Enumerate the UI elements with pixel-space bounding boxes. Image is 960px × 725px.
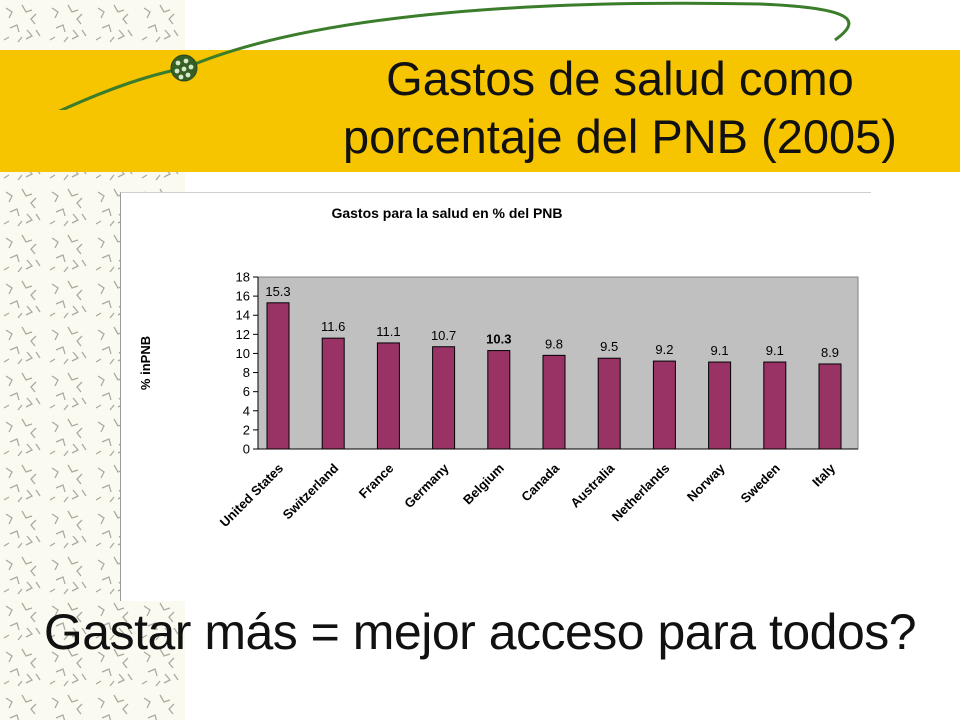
- x-tick-label: Italy: [809, 460, 839, 490]
- x-tick-label: Sweden: [738, 460, 783, 505]
- bar: [376, 342, 400, 450]
- x-tick-label: France: [356, 461, 397, 502]
- x-tick-label: Switzerland: [280, 460, 342, 522]
- chart-title: Gastos para la salud en % del PNB: [331, 205, 562, 221]
- y-tick-label: 12: [236, 327, 250, 342]
- slide-title: Gastos de salud como porcentaje del PNB …: [300, 50, 940, 166]
- data-label: 8.9: [821, 345, 839, 360]
- title-line-2: porcentaje del PNB (2005): [343, 110, 897, 163]
- x-tick-label: Canada: [518, 460, 562, 504]
- title-line-1: Gastos de salud como: [386, 52, 854, 105]
- y-tick-label: 8: [243, 365, 250, 380]
- title-band: [0, 50, 960, 172]
- bullet-dot-icon: [170, 54, 198, 82]
- bar: [818, 363, 842, 450]
- data-label: 15.3: [265, 284, 290, 299]
- y-tick-label: 4: [243, 403, 250, 418]
- bar: [763, 361, 787, 450]
- data-label: 9.1: [766, 343, 784, 358]
- decorative-ring: [58, 1, 851, 110]
- data-label: 9.1: [711, 343, 729, 358]
- x-tick-label: Belgium: [460, 461, 507, 508]
- bar: [432, 346, 456, 450]
- data-label: 9.2: [655, 342, 673, 357]
- y-tick-label: 6: [243, 384, 250, 399]
- bar-chart: Gastos para la salud en % del PNB % inPN…: [138, 205, 859, 530]
- x-tick-label: Netherlands: [609, 461, 673, 525]
- bar: [652, 360, 676, 450]
- y-tick-label: 18: [236, 270, 250, 285]
- data-label: 10.7: [431, 328, 456, 343]
- y-tick-label: 2: [243, 422, 250, 437]
- x-tick-label: Norway: [684, 460, 728, 504]
- bar: [487, 350, 511, 450]
- data-label: 9.8: [545, 336, 563, 351]
- x-tick-label: Germany: [401, 460, 452, 511]
- data-label: 11.6: [321, 319, 345, 334]
- y-tick-label: 10: [236, 346, 250, 361]
- bar: [597, 357, 621, 450]
- bar: [321, 337, 345, 450]
- bottom-question: Gastar más = mejor acceso para todos?: [43, 604, 917, 660]
- data-label: 10.3: [486, 332, 511, 347]
- bar: [266, 302, 290, 450]
- bar: [708, 361, 732, 450]
- plot-area: 0 2 4 6 8 10 12 14 16 18 15.3 United States 11.6 Swit…: [217, 270, 859, 530]
- y-tick-label: 16: [236, 289, 250, 304]
- chart-frame: Gastos para la salud en % del PNB % inPN…: [120, 192, 871, 601]
- bar: [542, 354, 566, 450]
- y-axis-label: % inPNB: [138, 336, 153, 390]
- y-tick-label: 0: [243, 442, 250, 457]
- data-label: 9.5: [600, 339, 618, 354]
- data-label: 11.1: [376, 324, 400, 339]
- x-tick-label: United States: [217, 461, 286, 530]
- x-tick-label: Australia: [567, 460, 617, 510]
- y-tick-label: 14: [236, 308, 250, 323]
